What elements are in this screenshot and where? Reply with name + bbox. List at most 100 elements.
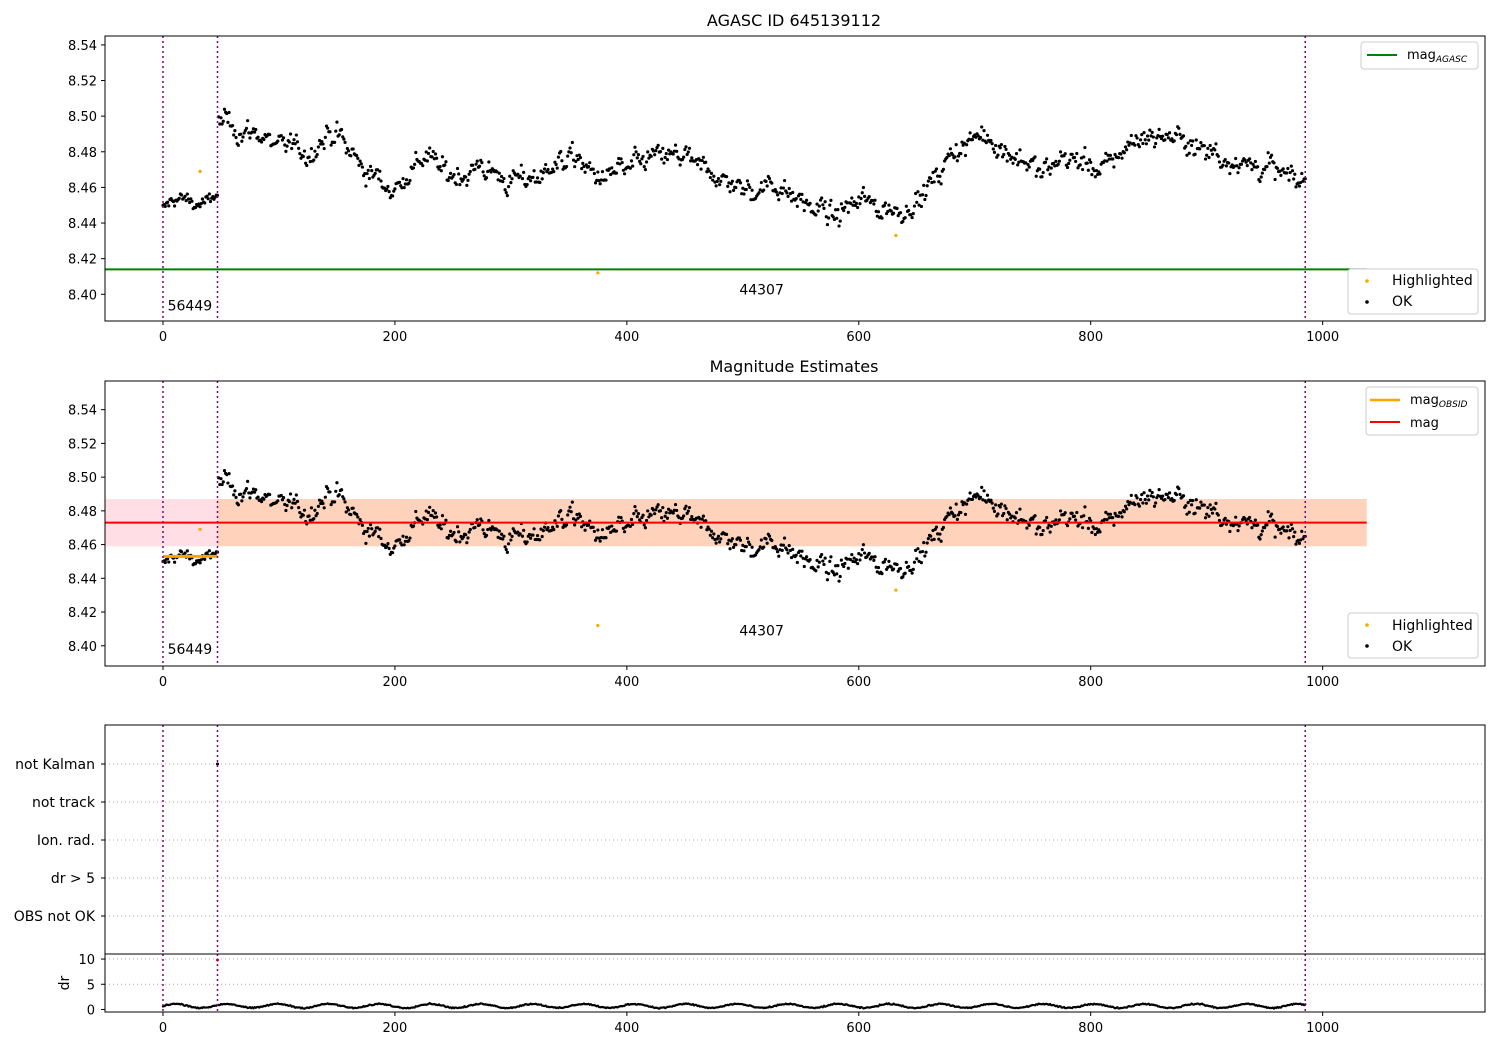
ok-point	[1293, 172, 1297, 176]
ok-point	[912, 560, 917, 564]
ok-point	[177, 196, 181, 200]
ok-point	[268, 132, 272, 137]
ok-point	[358, 518, 362, 522]
ok-point	[220, 482, 224, 487]
ok-point	[845, 201, 849, 205]
ok-point	[532, 169, 536, 173]
ok-point	[662, 161, 666, 165]
ok-point	[1137, 504, 1142, 508]
ok-point	[342, 497, 346, 501]
ok-point	[435, 515, 439, 519]
ok-point	[699, 167, 703, 171]
ok-point	[914, 191, 918, 196]
ok-point	[414, 509, 418, 514]
ok-point	[728, 547, 732, 551]
ok-point	[1297, 541, 1302, 545]
ok-point	[241, 495, 245, 499]
ok-point	[189, 197, 193, 201]
ok-point	[203, 557, 207, 561]
y-tick-label: 8.48	[68, 146, 97, 161]
ok-point	[339, 488, 344, 492]
ok-point	[411, 166, 416, 170]
ok-point	[190, 199, 194, 203]
ok-point	[295, 499, 300, 503]
ok-point	[1270, 153, 1274, 157]
ok-point	[954, 502, 958, 506]
ok-point	[1043, 160, 1048, 164]
ok-point	[511, 169, 515, 173]
ok-point	[580, 167, 584, 171]
ok-point	[477, 522, 482, 527]
highlighted-point	[894, 588, 898, 592]
y-tick-label: 8.46	[68, 539, 97, 554]
ok-point	[215, 193, 220, 197]
ok-point	[360, 523, 365, 527]
ok-point	[795, 560, 799, 565]
ok-point	[738, 181, 743, 185]
ok-point	[1034, 174, 1038, 178]
ok-point	[312, 158, 316, 162]
ok-point	[504, 547, 508, 552]
x-tick-label: 400	[614, 330, 639, 345]
ok-point	[745, 536, 750, 540]
ok-point	[292, 497, 296, 502]
ok-point	[912, 204, 917, 208]
ok-point	[1080, 526, 1085, 530]
ok-point	[982, 128, 986, 133]
ok-point	[167, 560, 171, 564]
ok-point	[1237, 166, 1241, 170]
ok-point	[564, 164, 569, 169]
ok-point	[179, 193, 184, 197]
ok-point	[387, 189, 391, 194]
ok-point	[407, 539, 411, 543]
ok-point	[782, 178, 787, 183]
x-tick-label: 800	[1078, 330, 1103, 345]
observation-label: 44307	[739, 282, 784, 298]
ok-point	[744, 544, 748, 549]
ok-point	[1142, 491, 1146, 495]
ok-point	[860, 548, 864, 552]
ok-point	[883, 201, 888, 205]
ok-point	[622, 530, 627, 534]
ok-point	[1058, 150, 1063, 154]
ok-point	[621, 168, 625, 172]
ok-point	[588, 161, 592, 165]
ok-point	[712, 174, 716, 178]
ok-point	[1129, 493, 1133, 497]
ok-point	[339, 127, 344, 132]
ok-point	[609, 530, 613, 534]
ok-point	[718, 540, 722, 544]
ok-point	[764, 179, 768, 183]
legend-highlighted: Highlighted	[1392, 273, 1473, 289]
ok-point	[731, 188, 736, 192]
ok-point	[495, 528, 499, 532]
ok-point	[920, 193, 925, 197]
ok-point	[205, 551, 209, 555]
ok-point	[629, 159, 634, 163]
ok-point	[508, 532, 512, 536]
ok-point	[1145, 494, 1150, 498]
ok-point	[297, 146, 301, 151]
ok-point	[858, 558, 862, 562]
ok-point	[1184, 504, 1188, 508]
ok-point	[320, 139, 324, 144]
ok-point	[334, 489, 338, 493]
ok-point	[829, 198, 833, 202]
ok-point	[576, 157, 580, 162]
ok-point	[570, 500, 574, 504]
ok-point	[425, 518, 429, 522]
ok-point	[1253, 159, 1257, 164]
ok-point	[925, 184, 929, 188]
ok-point	[218, 122, 222, 126]
ok-point	[323, 495, 327, 499]
ok-point	[473, 525, 477, 530]
ok-point	[337, 493, 341, 497]
ok-point	[484, 533, 489, 537]
ok-point	[707, 169, 711, 173]
ok-point	[689, 159, 693, 163]
ok-point	[822, 206, 826, 210]
ok-point	[1098, 530, 1102, 534]
ok-point	[1043, 519, 1048, 523]
ok-point	[923, 197, 927, 202]
